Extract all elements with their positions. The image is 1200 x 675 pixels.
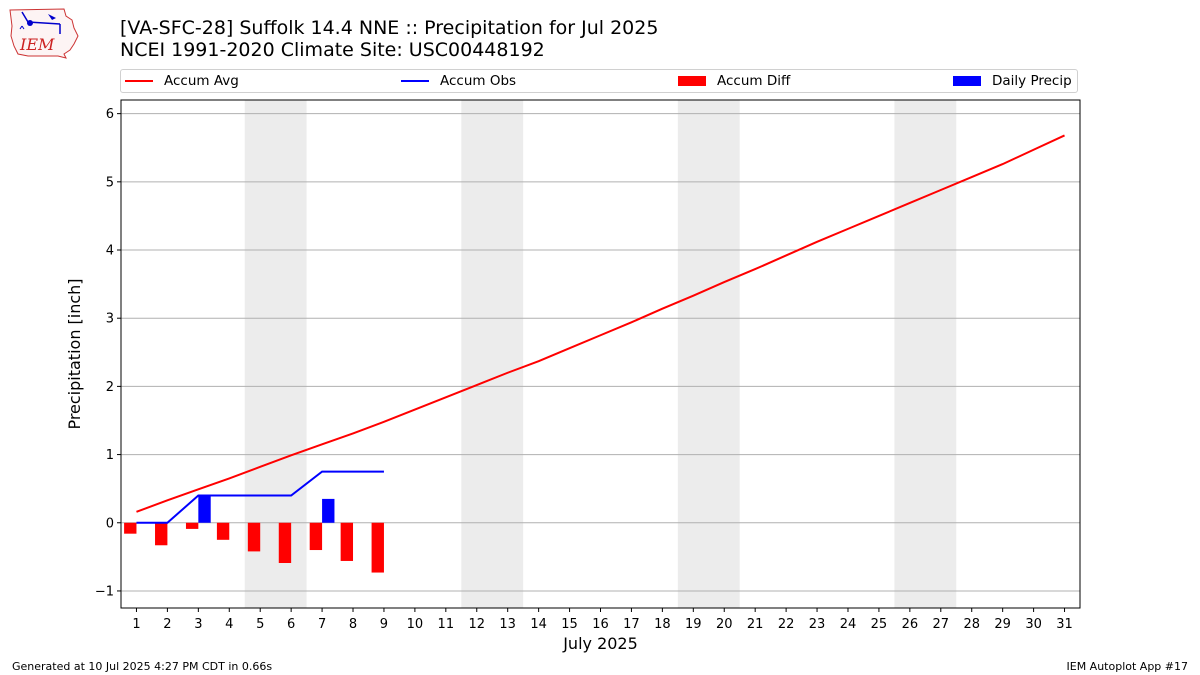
y-axis-label: Precipitation [inch] xyxy=(65,278,84,429)
accum-diff-bar xyxy=(309,522,323,551)
x-tick-label: 13 xyxy=(499,617,516,632)
legend-item-accum-obs: Accum Obs xyxy=(401,70,516,92)
x-tick-label: 27 xyxy=(933,617,950,632)
x-tick-label: 4 xyxy=(225,617,233,632)
chart-title: [VA-SFC-28] Suffolk 14.4 NNE :: Precipit… xyxy=(120,17,659,39)
accum-obs-line xyxy=(136,470,384,524)
x-tick-label: 24 xyxy=(840,617,857,632)
logo-text: IEM xyxy=(19,35,55,54)
footer-app-label: IEM Autoplot App #17 xyxy=(1066,660,1189,673)
y-tick-label: 5 xyxy=(106,175,114,190)
x-tick-label: 20 xyxy=(716,617,733,632)
legend-swatch-daily-precip xyxy=(953,76,981,86)
x-tick-label: 19 xyxy=(685,617,702,632)
x-tick-label: 18 xyxy=(654,617,671,632)
x-tick-label: 2 xyxy=(163,617,171,632)
x-tick-label: 11 xyxy=(438,617,455,632)
x-tick-label: 14 xyxy=(530,617,547,632)
legend-item-accum-avg: Accum Avg xyxy=(125,70,239,92)
x-tick-label: 15 xyxy=(561,617,578,632)
weekend-shading xyxy=(244,100,957,608)
legend: Accum Avg Accum Obs Accum Diff Daily Pre… xyxy=(120,69,1078,93)
x-tick-label: 1 xyxy=(132,617,140,632)
accum-avg-line xyxy=(136,134,1065,513)
x-tick-label: 8 xyxy=(349,617,357,632)
x-tick-label: 21 xyxy=(747,617,764,632)
x-tick-label: 25 xyxy=(871,617,888,632)
x-tick-label: 6 xyxy=(287,617,295,632)
x-tick-label: 5 xyxy=(256,617,264,632)
y-tick-label: 6 xyxy=(106,107,114,122)
y-tick-label: 4 xyxy=(106,244,114,259)
x-tick-label: 30 xyxy=(1025,617,1042,632)
y-tick-label: 2 xyxy=(106,380,114,395)
x-tick-label: 22 xyxy=(778,617,795,632)
legend-item-accum-diff: Accum Diff xyxy=(678,70,790,92)
legend-item-daily-precip: Daily Precip xyxy=(953,70,1072,92)
legend-swatch-accum-diff xyxy=(678,76,706,86)
x-tick-label: 31 xyxy=(1056,617,1073,632)
weekend-band xyxy=(461,100,524,608)
x-tick-label: 12 xyxy=(468,617,485,632)
x-axis-label: July 2025 xyxy=(562,634,638,653)
x-tick-label: 28 xyxy=(963,617,980,632)
accum-diff-bar xyxy=(371,522,384,573)
x-tick-label: 7 xyxy=(318,617,326,632)
x-tick-label: 10 xyxy=(407,617,424,632)
legend-label-accum-avg: Accum Avg xyxy=(164,73,239,89)
legend-swatch-accum-avg xyxy=(125,80,153,82)
chart-subtitle: NCEI 1991-2020 Climate Site: USC00448192 xyxy=(120,39,545,61)
x-tick-label: 17 xyxy=(623,617,640,632)
daily-precip-bar xyxy=(322,498,335,523)
y-tick-label: 3 xyxy=(106,312,114,327)
x-tick-label: 23 xyxy=(809,617,826,632)
accum-diff-bar xyxy=(278,522,292,563)
y-tick-label: 0 xyxy=(106,516,114,531)
legend-label-accum-obs: Accum Obs xyxy=(440,73,517,89)
legend-label-daily-precip: Daily Precip xyxy=(992,73,1072,89)
accum-diff-bar xyxy=(340,522,354,561)
y-tick-label: −1 xyxy=(95,584,114,599)
x-tick-label: 16 xyxy=(592,617,609,632)
daily-precip-bar xyxy=(198,495,211,523)
accum-diff-bar xyxy=(185,522,199,529)
x-tick-label: 29 xyxy=(994,617,1011,632)
accum-diff-bar xyxy=(155,522,168,546)
x-tick-label: 9 xyxy=(380,617,388,632)
accum-diff-bar xyxy=(124,522,137,534)
y-tick-label: 1 xyxy=(106,448,114,463)
lines xyxy=(136,134,1065,524)
weekend-band xyxy=(677,100,740,608)
legend-swatch-accum-obs xyxy=(401,80,429,82)
legend-label-accum-diff: Accum Diff xyxy=(717,73,791,89)
bars xyxy=(124,495,384,573)
weekend-band xyxy=(894,100,957,608)
accum-diff-bar xyxy=(247,522,261,552)
x-tick-label: 26 xyxy=(902,617,919,632)
accum-diff-bar xyxy=(216,522,230,540)
iem-logo: IEM xyxy=(9,8,79,59)
footer-generated-text: Generated at 10 Jul 2025 4:27 PM CDT in … xyxy=(12,660,273,673)
x-tick-label: 3 xyxy=(194,617,202,632)
